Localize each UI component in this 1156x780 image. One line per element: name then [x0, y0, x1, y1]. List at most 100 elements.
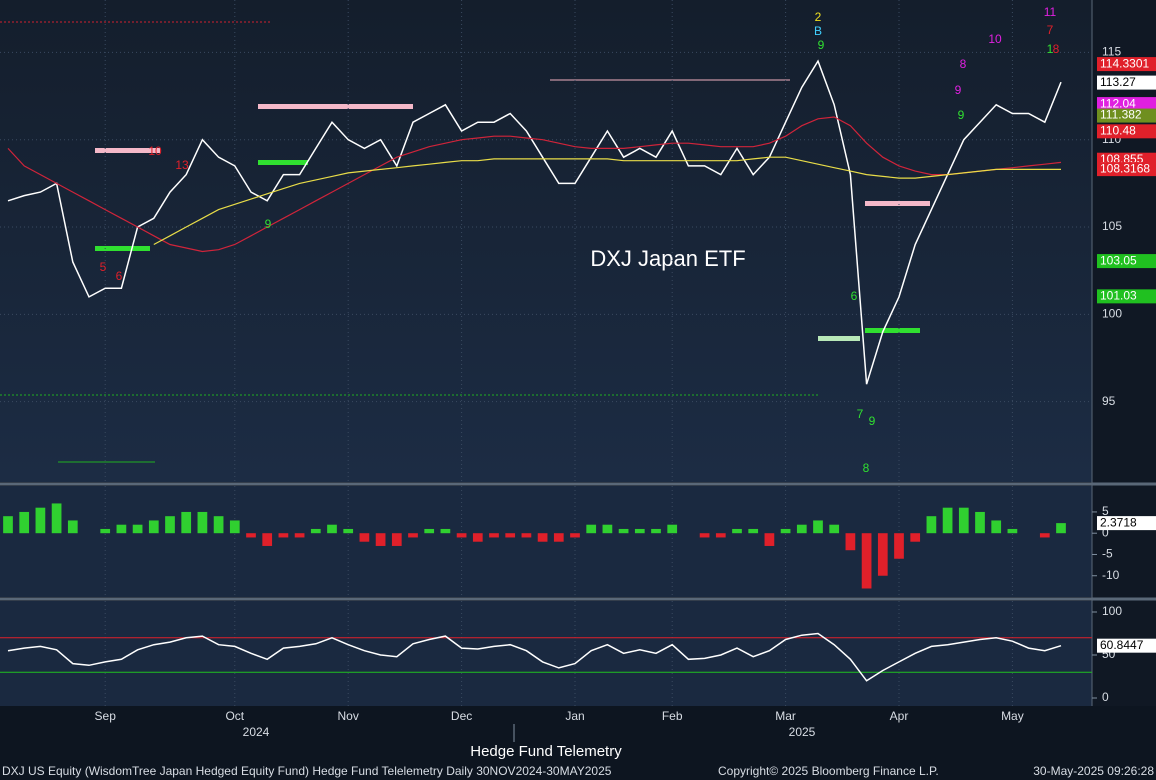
bar	[829, 524, 840, 534]
td-count: 8	[1053, 42, 1060, 56]
td-level	[258, 160, 308, 165]
bar	[602, 524, 613, 534]
bar	[472, 533, 483, 542]
price-label-box	[1097, 108, 1156, 123]
price-label-box	[1097, 57, 1156, 72]
bar	[165, 516, 175, 534]
bar	[229, 520, 240, 534]
bar	[359, 533, 370, 542]
bar	[327, 524, 337, 534]
price-label-box	[1097, 638, 1156, 653]
price-label: 103.05	[1100, 253, 1137, 267]
bar	[294, 533, 305, 538]
price-label-box	[1097, 289, 1156, 304]
bar	[67, 520, 78, 534]
bar	[894, 533, 904, 559]
x-tick-label: Jan	[565, 709, 584, 723]
price-label: 101.03	[1100, 289, 1137, 303]
bar	[343, 528, 354, 534]
td-count: 2	[815, 10, 822, 24]
td-count: 9	[818, 38, 825, 52]
bar	[375, 533, 386, 546]
y-tick-label: 0	[1102, 525, 1109, 539]
td-count: 8	[960, 57, 967, 71]
bar	[651, 528, 661, 534]
price-label-box	[1097, 124, 1156, 139]
series-line	[7, 59, 1062, 385]
series-line	[7, 116, 1062, 253]
td-count: 5	[100, 260, 107, 274]
bar	[699, 533, 710, 538]
bar	[521, 533, 532, 538]
price-label-box	[1097, 97, 1156, 112]
y-tick-label: 115	[1102, 45, 1121, 59]
bar	[926, 516, 937, 534]
td-count: 13	[175, 158, 189, 172]
y-tick-label: 0	[1102, 690, 1109, 704]
td-count: B	[814, 24, 822, 38]
bar	[310, 528, 321, 534]
td-level	[95, 148, 160, 153]
panel-title: Hedge Fund Telemetry	[470, 743, 622, 760]
bar	[440, 528, 451, 534]
td-count: 9	[958, 108, 965, 122]
x-group-label: 2025	[789, 725, 816, 739]
security-description: DXJ US Equity (WisdomTree Japan Hedged E…	[2, 764, 612, 778]
series-line	[153, 156, 1061, 246]
bar	[51, 503, 62, 534]
td-count: 10	[148, 144, 162, 158]
td-level	[95, 246, 150, 251]
bar	[667, 524, 678, 534]
footer-area	[0, 706, 1156, 780]
price-label: 111.382	[1100, 108, 1142, 122]
bar	[505, 533, 516, 538]
bar	[148, 520, 159, 534]
td-count: 9	[265, 217, 272, 231]
y-tick-label: 100	[1102, 604, 1122, 618]
td-count: 6	[116, 269, 123, 283]
bar	[553, 533, 564, 542]
bar	[910, 533, 921, 542]
bar	[1056, 523, 1066, 534]
bar	[715, 533, 726, 538]
x-tick-label: Dec	[451, 709, 472, 723]
bar	[100, 528, 111, 534]
y-tick-label: 105	[1102, 219, 1122, 233]
price-panel	[0, 0, 1092, 482]
bar	[391, 533, 402, 546]
x-tick-label: Nov	[338, 709, 359, 723]
bar	[1007, 528, 1018, 534]
bar	[456, 533, 467, 538]
bar	[877, 533, 888, 576]
bar	[845, 533, 856, 551]
bar	[861, 533, 872, 589]
y-tick-label: 5	[1102, 504, 1109, 518]
bar	[942, 507, 953, 534]
bar	[958, 507, 969, 534]
y-tick-label: 95	[1102, 394, 1116, 408]
price-label-box	[1097, 162, 1156, 177]
bar	[991, 520, 1002, 534]
rsi-panel	[0, 601, 1092, 706]
bar	[618, 528, 629, 534]
bar	[975, 511, 985, 534]
bar	[181, 511, 192, 534]
bar	[1039, 533, 1050, 538]
td-count: 7	[1047, 23, 1054, 37]
bar	[570, 533, 580, 538]
bar	[3, 516, 13, 534]
y-tick-label: -5	[1102, 547, 1113, 561]
bar	[35, 507, 46, 534]
x-tick-label: Apr	[890, 709, 909, 723]
bar	[732, 528, 742, 534]
td-count: 10	[988, 32, 1002, 46]
bar	[537, 533, 548, 542]
td-count: 6	[851, 289, 858, 303]
y-tick-label: 100	[1102, 307, 1122, 321]
td-level	[865, 201, 930, 206]
bar	[748, 528, 759, 534]
bar	[586, 524, 597, 534]
price-label: 60.8447	[1100, 638, 1144, 652]
